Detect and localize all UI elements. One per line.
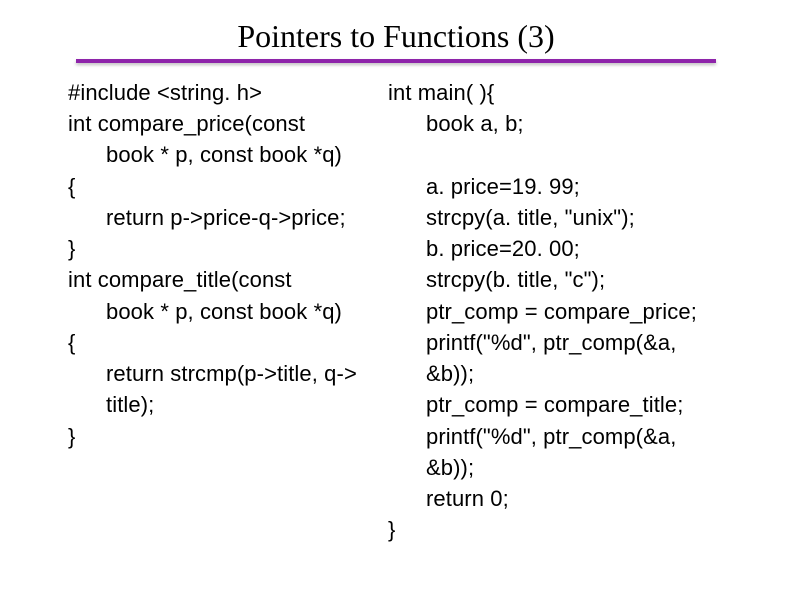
code-line: a. price=19. 99;	[388, 171, 736, 202]
code-line: ptr_comp = compare_title;	[388, 389, 736, 420]
code-line: &b));	[388, 452, 736, 483]
code-line: int compare_price(const	[68, 108, 380, 139]
code-line: printf("%d", ptr_comp(&a,	[388, 327, 736, 358]
code-line: {	[68, 327, 380, 358]
code-line	[388, 139, 736, 170]
code-line: &b));	[388, 358, 736, 389]
code-line: printf("%d", ptr_comp(&a,	[388, 421, 736, 452]
code-line: return p->price-q->price;	[68, 202, 380, 233]
code-line: strcpy(b. title, "c");	[388, 264, 736, 295]
code-line: #include <string. h>	[68, 77, 380, 108]
code-line: ptr_comp = compare_price;	[388, 296, 736, 327]
code-line: int compare_title(const	[68, 264, 380, 295]
left-code-column: #include <string. h> int compare_price(c…	[68, 77, 380, 546]
code-line: }	[68, 233, 380, 264]
code-line: title);	[68, 389, 380, 420]
slide-title: Pointers to Functions (3)	[0, 0, 792, 59]
code-line: }	[388, 514, 736, 545]
code-line: book * p, const book *q)	[68, 296, 380, 327]
right-code-column: int main( ){ book a, b; a. price=19. 99;…	[388, 77, 736, 546]
code-line: {	[68, 171, 380, 202]
code-line: book a, b;	[388, 108, 736, 139]
code-line: b. price=20. 00;	[388, 233, 736, 264]
code-line: int main( ){	[388, 77, 736, 108]
code-line: }	[68, 421, 380, 452]
code-line: strcpy(a. title, "unix");	[388, 202, 736, 233]
code-line: return 0;	[388, 483, 736, 514]
code-line: return strcmp(p->title, q->	[68, 358, 380, 389]
title-divider	[76, 59, 716, 63]
content-area: #include <string. h> int compare_price(c…	[0, 77, 792, 546]
code-line: book * p, const book *q)	[68, 139, 380, 170]
